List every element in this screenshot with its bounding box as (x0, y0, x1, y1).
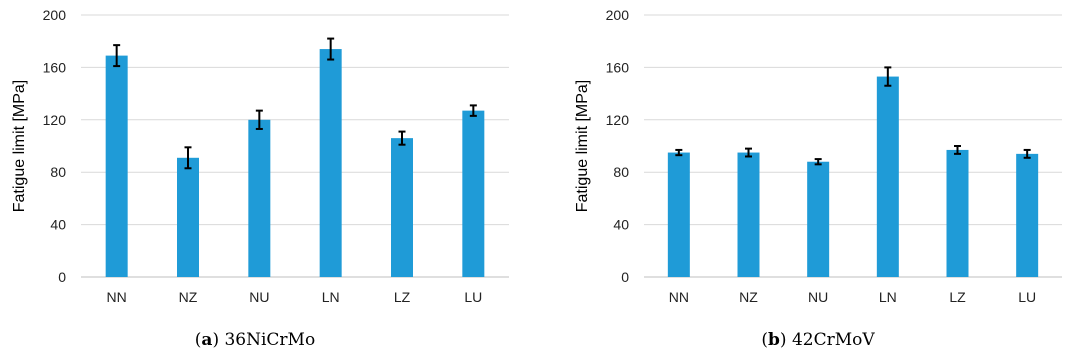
y-tick-label: 0 (58, 269, 66, 285)
x-tick-label: NU (249, 289, 269, 305)
x-tick-label: LN (879, 289, 897, 305)
y-tick-label: 160 (606, 59, 630, 75)
bar-nn (667, 152, 690, 277)
y-tick-label: 160 (43, 59, 67, 75)
x-tick-label: LN (322, 289, 340, 305)
error-bar-nz (745, 147, 752, 158)
x-tick-label: NZ (179, 289, 198, 305)
error-bar-nu (814, 158, 822, 166)
y-tick-label: 120 (606, 112, 630, 128)
x-tick-label: LU (464, 289, 482, 305)
bar-ln (876, 76, 899, 277)
y-tick-label: 200 (43, 7, 67, 23)
error-bar-nn (675, 148, 683, 157)
bar-lz (391, 138, 413, 277)
error-bar-nn (113, 44, 121, 68)
caption-b: (b) 42CrMoV (761, 330, 875, 350)
bar-lu (462, 110, 485, 277)
chart-panel-b: 0 40 80 120 160 200 NN NZ NU LN LZ LU Fatigue limi… (574, 7, 1062, 350)
bars (667, 76, 1039, 277)
y-tick-labels: 0 40 80 120 160 200 (606, 7, 630, 285)
caption-a: (a) 36NiCrMo (195, 330, 315, 350)
x-tick-label: NN (107, 289, 127, 305)
y-tick-label: 80 (613, 164, 629, 180)
y-axis-label: Fatigue limit [MPa] (574, 80, 591, 212)
error-bar-nu (255, 109, 263, 130)
x-tick-label: LZ (394, 289, 411, 305)
bar-nu (248, 119, 271, 277)
bar-lu (1016, 153, 1039, 277)
gridlines (81, 14, 509, 226)
bar-nz (177, 157, 199, 277)
x-tick-label: NU (808, 289, 828, 305)
x-tick-label: LU (1018, 289, 1036, 305)
error-bar-ln (884, 66, 892, 87)
bar-lz (946, 149, 969, 277)
y-tick-labels: 0 40 80 120 160 200 (43, 7, 67, 285)
caption-label-b: b (768, 330, 780, 350)
bars (105, 49, 485, 278)
caption-title-b: 42CrMoV (792, 330, 875, 350)
x-tick-labels: NN NZ NU LN LZ LU (107, 289, 483, 305)
y-tick-label: 40 (50, 217, 66, 233)
error-bar-nz (184, 146, 192, 170)
gridlines (644, 14, 1062, 226)
y-tick-label: 40 (613, 217, 629, 233)
chart-panel-a: 0 40 80 120 160 200 NN NZ NU LN LZ LU Fatigue limi… (11, 7, 509, 350)
error-bar-lz (954, 145, 961, 155)
bar-nu (807, 161, 830, 277)
y-tick-label: 0 (621, 269, 629, 285)
bar-ln (319, 49, 342, 278)
y-tick-label: 200 (606, 7, 630, 23)
error-bar-lu (469, 104, 477, 117)
caption-title-a: 36NiCrMo (224, 330, 315, 350)
x-tick-label: NN (669, 289, 689, 305)
caption-label-a: a (201, 330, 212, 350)
bar-nz (737, 152, 760, 277)
x-tick-labels: NN NZ NU LN LZ LU (669, 289, 1036, 305)
error-bar-ln (327, 37, 335, 61)
x-tick-label: NZ (739, 289, 758, 305)
x-tick-label: LZ (949, 289, 966, 305)
y-tick-label: 120 (43, 112, 67, 128)
bar-nn (105, 55, 128, 277)
y-tick-label: 80 (50, 164, 66, 180)
error-bar-lu (1023, 148, 1031, 159)
error-bar-lz (398, 130, 406, 146)
y-axis-label: Fatigue limit [MPa] (11, 80, 28, 212)
error-bars (113, 37, 477, 170)
error-bars (675, 66, 1031, 166)
